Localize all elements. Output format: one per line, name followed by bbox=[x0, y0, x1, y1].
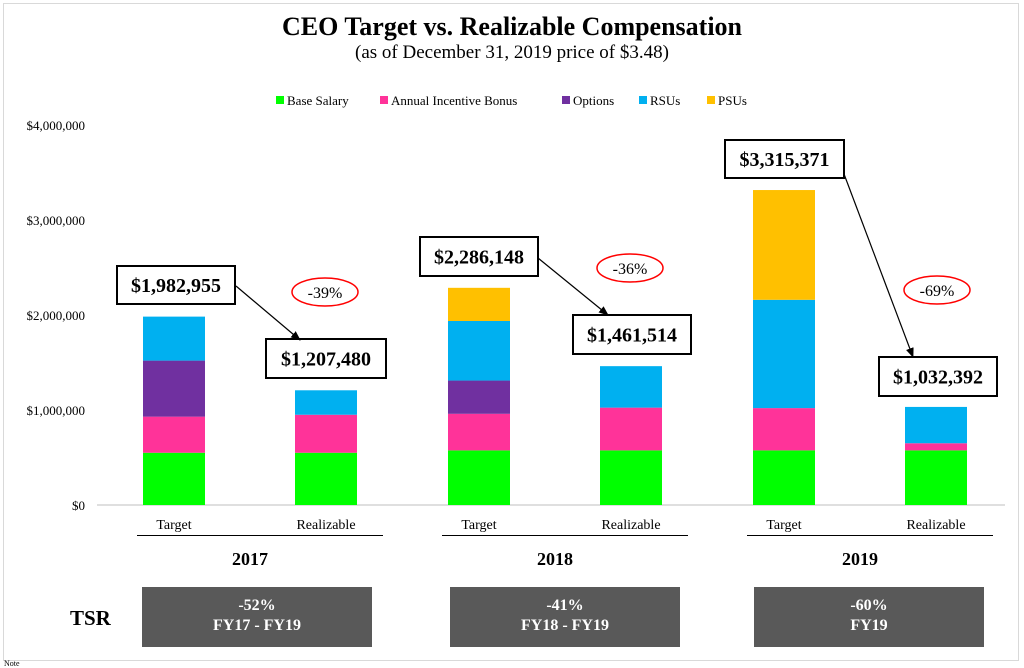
total-callout-label: $1,207,480 bbox=[281, 349, 371, 371]
tsr-value: -41% bbox=[546, 597, 584, 614]
total-callout-box bbox=[878, 356, 998, 397]
legend-swatch bbox=[707, 96, 715, 104]
total-callout-box bbox=[265, 338, 387, 379]
total-callout-label: $1,032,392 bbox=[893, 367, 983, 389]
total-callout-box bbox=[572, 314, 692, 355]
bar-segment-annual-incentive-bonus bbox=[143, 416, 205, 453]
change-ellipse bbox=[903, 275, 971, 305]
total-callout-label: $1,461,514 bbox=[587, 325, 677, 347]
bar-segment-options bbox=[448, 380, 510, 414]
total-callout-box bbox=[116, 265, 236, 305]
bar-segment-base-salary bbox=[753, 450, 815, 505]
y-tick-label: $0 bbox=[72, 498, 85, 513]
legend-label: Base Salary bbox=[287, 93, 349, 108]
bar-segment-psus bbox=[448, 287, 510, 321]
tsr-period: FY19 bbox=[850, 617, 888, 634]
change-arrow bbox=[537, 257, 609, 316]
bar-segment-base-salary bbox=[905, 450, 967, 505]
y-tick-label: $1,000,000 bbox=[27, 403, 86, 418]
tsr-period: FY17 - FY19 bbox=[213, 617, 301, 634]
chart-title: CEO Target vs. Realizable Compensation bbox=[281, 12, 743, 41]
group-label-2018: 2018 bbox=[537, 549, 573, 569]
bar-segment-rsus bbox=[295, 390, 357, 415]
change-ellipse bbox=[291, 277, 359, 307]
change-arrow bbox=[843, 173, 914, 358]
total-callout-label: $2,286,148 bbox=[434, 247, 524, 269]
group-label-2017: 2017 bbox=[232, 549, 268, 569]
y-tick-label: $4,000,000 bbox=[27, 118, 86, 133]
change-label: -36% bbox=[613, 261, 648, 278]
tsr-label: TSR bbox=[70, 606, 111, 630]
bar-segment-rsus bbox=[600, 366, 662, 408]
group-label-2019: 2019 bbox=[842, 549, 878, 569]
chart-subtitle: (as of December 31, 2019 price of $3.48) bbox=[355, 42, 669, 63]
bar-segment-base-salary bbox=[143, 452, 205, 505]
bar-segment-base-salary bbox=[600, 450, 662, 505]
y-tick-label: $3,000,000 bbox=[27, 213, 86, 228]
y-tick-label: $2,000,000 bbox=[27, 308, 86, 323]
bar-segment-options bbox=[143, 360, 205, 417]
bar-segment-psus bbox=[753, 190, 815, 300]
change-label: -69% bbox=[920, 283, 955, 300]
bar-segment-rsus bbox=[905, 406, 967, 444]
bar-segment-rsus bbox=[753, 299, 815, 409]
bar-segment-annual-incentive-bonus bbox=[600, 407, 662, 451]
x-tick-label: Target bbox=[461, 518, 496, 533]
x-tick-label: Target bbox=[156, 518, 191, 533]
tsr-period: FY18 - FY19 bbox=[521, 617, 609, 634]
footnote: Note bbox=[4, 659, 20, 668]
change-ellipse bbox=[596, 253, 664, 283]
legend-label: Options bbox=[573, 93, 614, 108]
total-callout-label: $3,315,371 bbox=[740, 149, 830, 171]
bar-segment-annual-incentive-bonus bbox=[753, 408, 815, 451]
legend-label: RSUs bbox=[650, 93, 680, 108]
bar-segment-base-salary bbox=[295, 452, 357, 505]
change-label: -39% bbox=[308, 285, 343, 302]
total-callout-box bbox=[419, 236, 539, 277]
legend-swatch bbox=[562, 96, 570, 104]
legend-swatch bbox=[380, 96, 388, 104]
legend-swatch bbox=[639, 96, 647, 104]
chart-canvas: $0 $1,000,000 $2,000,000 $3,000,000 $4,000,0… bbox=[27, 93, 1005, 569]
x-tick-label: Realizable bbox=[296, 518, 355, 533]
chart-frame bbox=[3, 3, 1019, 661]
tsr-box-2017: -52% FY17 - FY19 bbox=[142, 587, 372, 647]
legend-label: PSUs bbox=[718, 93, 747, 108]
x-tick-label: Target bbox=[766, 518, 801, 533]
bar-segment-rsus bbox=[448, 320, 510, 381]
bar-segment-annual-incentive-bonus bbox=[905, 443, 967, 451]
x-tick-label: Realizable bbox=[601, 518, 660, 533]
legend-label: Annual Incentive Bonus bbox=[391, 93, 517, 108]
tsr-value: -52% bbox=[238, 597, 276, 614]
tsr-box-2018: -41% FY18 - FY19 bbox=[450, 587, 680, 647]
bar-segment-annual-incentive-bonus bbox=[295, 414, 357, 453]
change-arrow bbox=[235, 285, 301, 341]
bar-segment-annual-incentive-bonus bbox=[448, 413, 510, 451]
total-callout-box bbox=[724, 139, 845, 179]
total-callout-label: $1,982,955 bbox=[131, 275, 221, 297]
tsr-box-2019: -60% FY19 bbox=[754, 587, 984, 647]
bar-segment-base-salary bbox=[448, 450, 510, 505]
bar-segment-rsus bbox=[143, 316, 205, 361]
x-tick-label: Realizable bbox=[906, 518, 965, 533]
legend-swatch bbox=[276, 96, 284, 104]
tsr-value: -60% bbox=[850, 597, 888, 614]
